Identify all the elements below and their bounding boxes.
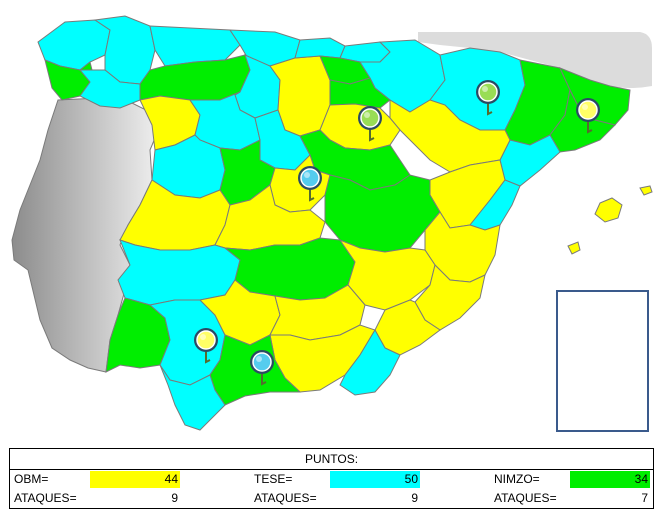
map-pin-nimzo[interactable] [476, 80, 500, 116]
map-pin-obm[interactable] [194, 328, 218, 364]
province-leon [139, 54, 251, 101]
map-pin-nimzo[interactable] [358, 106, 382, 142]
score-panel-title: PUNTOS: [10, 449, 653, 470]
france-region [418, 32, 652, 88]
province-almeria [339, 329, 401, 396]
tese-points: 50 [330, 471, 420, 488]
score-panel: PUNTOS: OBM= 44 ATAQUES= 9 TESE= 50 ATAQ… [9, 448, 654, 509]
nimzo-attacks: 7 [641, 491, 648, 505]
map-pin-tese[interactable] [298, 166, 322, 202]
province-alicante [414, 264, 486, 331]
province-menorca [639, 185, 653, 196]
nimzo-label: NIMZO= [494, 472, 540, 486]
tese-label: TESE= [254, 472, 293, 486]
province-mallorca [594, 197, 623, 223]
map-pin-tese[interactable] [250, 350, 274, 386]
nimzo-points: 34 [570, 471, 650, 488]
obm-label: OBM= [14, 472, 49, 486]
province-cadiz [159, 364, 226, 431]
nimzo-attacks-label: ATAQUES= [494, 491, 557, 505]
province-ibiza [567, 241, 581, 255]
spain-provinces-map [11, 15, 653, 431]
province-ourense [78, 69, 141, 109]
obm-points: 44 [90, 471, 180, 488]
map-pin-obm[interactable] [576, 98, 600, 134]
tese-attacks: 9 [411, 491, 418, 505]
province-bizkaia [294, 37, 346, 59]
obm-attacks: 9 [171, 491, 178, 505]
canary-islands-inset-box [556, 290, 649, 432]
tese-attacks-label: ATAQUES= [254, 491, 317, 505]
obm-attacks-label: ATAQUES= [14, 491, 77, 505]
